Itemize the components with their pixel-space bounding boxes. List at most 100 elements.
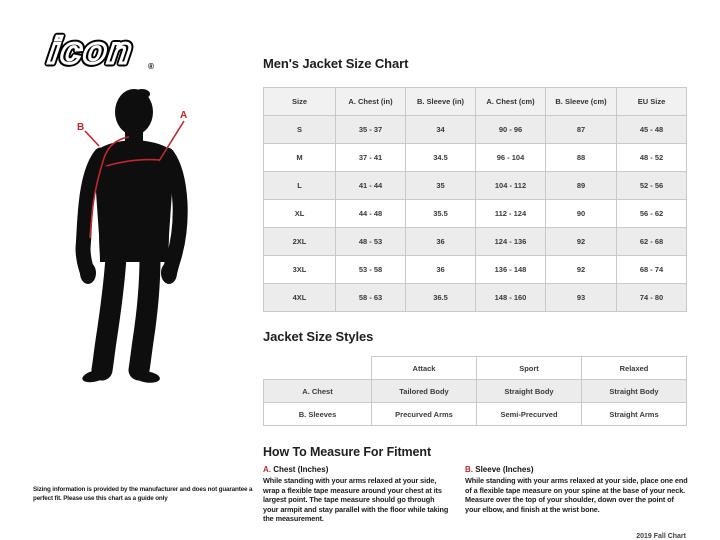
col-attack: Attack (371, 356, 477, 380)
cell: 36.5 (405, 283, 476, 312)
cell: 68 - 74 (616, 255, 687, 284)
icon-logo: icon icon ® (43, 26, 164, 77)
table-row-s: S 35 - 37 34 90 - 96 87 45 - 48 (263, 115, 687, 144)
label-a: A (180, 110, 187, 121)
table-row-l: L 41 - 44 35 104 - 112 89 52 - 56 (263, 171, 687, 200)
sleeve-measure-line (89, 136, 130, 239)
chest-heading-text: Chest (Inches) (273, 465, 329, 474)
cell: Straight Body (476, 379, 582, 403)
size-chart-header: Size A. Chest (in) B. Sleeve (in) A. Che… (263, 87, 687, 116)
cell: 93 (545, 283, 617, 312)
label-b: B (77, 122, 84, 133)
blank-cell (263, 356, 372, 380)
cell: 62 - 68 (616, 227, 687, 256)
cell: 3XL (263, 255, 336, 284)
style-row-sleeves: B. Sleeves Precurved Arms Semi-Precurved… (263, 402, 687, 426)
cell: 35.5 (405, 199, 476, 228)
size-chart-table: Size A. Chest (in) B. Sleeve (in) A. Che… (263, 87, 687, 312)
cell: Straight Body (581, 379, 687, 403)
row-label: B. Sleeves (263, 402, 372, 426)
col-sleeve-in: B. Sleeve (in) (405, 87, 476, 116)
cell: 34 (405, 115, 476, 144)
cell: 52 - 56 (616, 171, 687, 200)
cell: 87 (545, 115, 617, 144)
cell: XL (263, 199, 336, 228)
cell: L (263, 171, 336, 200)
sleeve-prefix: B. (465, 465, 473, 474)
measure-sleeve-heading: B. Sleeve (Inches) (465, 465, 691, 474)
header-row: Size A. Chest (in) B. Sleeve (in) A. Che… (263, 87, 687, 116)
cell: 48 - 52 (616, 143, 687, 172)
cell: 34.5 (405, 143, 476, 172)
table-row-2xl: 2XL 48 - 53 36 124 - 136 92 62 - 68 (263, 227, 687, 256)
registered-mark: ® (148, 62, 154, 71)
header-row: Attack Sport Relaxed (263, 356, 687, 380)
col-chest-cm: A. Chest (cm) (475, 87, 546, 116)
measure-chest-body: While standing with your arms relaxed at… (263, 476, 449, 524)
chest-leader-line (158, 120, 185, 162)
table-row-4xl: 4XL 58 - 63 36.5 148 - 160 93 74 - 80 (263, 283, 687, 312)
cell: 104 - 112 (475, 171, 546, 200)
measure-chest-section: A. Chest (Inches) While standing with yo… (263, 465, 449, 524)
measure-instructions: A. Chest (Inches) While standing with yo… (263, 465, 688, 524)
cell: 37 - 41 (335, 143, 406, 172)
measurement-figure: A B (28, 85, 240, 390)
cell: 56 - 62 (616, 199, 687, 228)
male-silhouette (75, 89, 188, 383)
cell: Precurved Arms (371, 402, 477, 426)
cell: 124 - 136 (475, 227, 546, 256)
cell: 90 - 96 (475, 115, 546, 144)
cell: 148 - 160 (475, 283, 546, 312)
chart-content: Men's Jacket Size Chart Size A. Chest (i… (263, 56, 688, 540)
table-row-m: M 37 - 41 34.5 96 - 104 88 48 - 52 (263, 143, 687, 172)
sleeve-heading-text: Sleeve (Inches) (475, 465, 534, 474)
cell: 136 - 148 (475, 255, 546, 284)
col-sleeve-cm: B. Sleeve (cm) (545, 87, 617, 116)
measure-title: How To Measure For Fitment (263, 445, 432, 459)
style-row-chest: A. Chest Tailored Body Straight Body Str… (263, 379, 687, 403)
logo-outline: icon (46, 30, 136, 71)
cell: Semi-Precurved (476, 402, 582, 426)
cell: 35 (405, 171, 476, 200)
col-size: Size (263, 87, 336, 116)
cell: 96 - 104 (475, 143, 546, 172)
table-row-xl: XL 44 - 48 35.5 112 - 124 90 56 - 62 (263, 199, 687, 228)
style-chart-header: Attack Sport Relaxed (263, 356, 687, 380)
col-sport: Sport (476, 356, 582, 380)
cell: 48 - 53 (335, 227, 406, 256)
cell: 36 (405, 227, 476, 256)
chest-prefix: A. (263, 465, 271, 474)
size-chart-title: Men's Jacket Size Chart (263, 56, 409, 71)
cell: Tailored Body (371, 379, 477, 403)
cell: 90 (545, 199, 617, 228)
logo-text: icon (46, 30, 136, 71)
row-label: A. Chest (263, 379, 372, 403)
cell: 44 - 48 (335, 199, 406, 228)
cell: 74 - 80 (616, 283, 687, 312)
cell: 45 - 48 (616, 115, 687, 144)
cell: 92 (545, 227, 617, 256)
measure-chest-heading: A. Chest (Inches) (263, 465, 449, 474)
cell: 88 (545, 143, 617, 172)
cell: 112 - 124 (475, 199, 546, 228)
cell: 41 - 44 (335, 171, 406, 200)
style-chart-title: Jacket Size Styles (263, 329, 374, 344)
cell: 35 - 37 (335, 115, 406, 144)
icon-logo-graphic: icon icon ® (43, 26, 154, 75)
cell: 36 (405, 255, 476, 284)
col-relaxed: Relaxed (581, 356, 687, 380)
cell: 53 - 58 (335, 255, 406, 284)
sleeve-leader-line (84, 130, 100, 147)
cell: 2XL (263, 227, 336, 256)
measure-sleeve-section: B. Sleeve (Inches) While standing with y… (465, 465, 691, 524)
disclaimer-text: Sizing information is provided by the ma… (33, 486, 253, 502)
silhouette-graphic: A B (75, 89, 188, 383)
col-eu-size: EU Size (616, 87, 687, 116)
cell: Straight Arms (581, 402, 687, 426)
cell: 4XL (263, 283, 336, 312)
cell: M (263, 143, 336, 172)
cell: 58 - 63 (335, 283, 406, 312)
table-row-3xl: 3XL 53 - 58 36 136 - 148 92 68 - 74 (263, 255, 687, 284)
measure-sleeve-body: While standing with your arms relaxed at… (465, 476, 688, 514)
